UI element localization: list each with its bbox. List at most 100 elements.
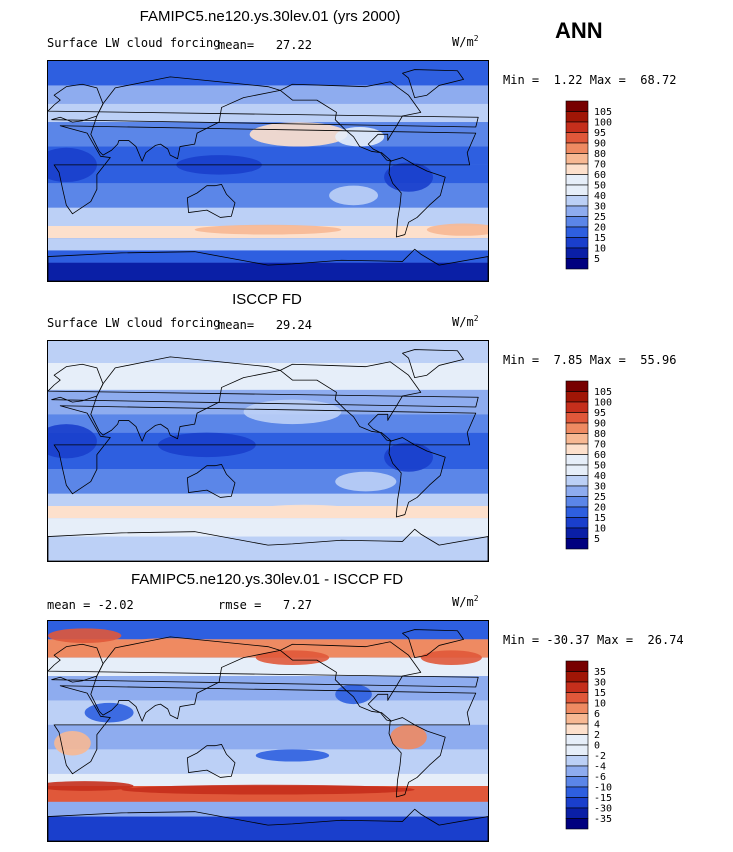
panel1-units: W/m2 (452, 34, 479, 49)
coastline (388, 157, 446, 238)
colorbar-swatch (565, 496, 589, 508)
colorbar-swatch (565, 226, 589, 238)
coastline (48, 528, 488, 561)
colorbar-swatch (565, 797, 589, 809)
lat-band (48, 164, 488, 184)
colorbar-swatch (565, 818, 589, 830)
colorbar-swatch (565, 734, 589, 746)
lat-band (48, 469, 488, 494)
lat-band (48, 414, 488, 433)
colorbar-tick-label: 70 (594, 440, 606, 451)
colorbar-tick-label: 80 (594, 149, 606, 160)
field-feature (335, 127, 385, 147)
field-feature (255, 749, 330, 762)
colorbar-swatch (565, 121, 589, 133)
coastline (53, 685, 477, 775)
panel3-map-canvas (48, 621, 488, 841)
coastline (402, 69, 464, 99)
colorbar-tick-label: -10 (594, 783, 612, 794)
coastline (388, 437, 446, 518)
colorbar-tick-label: 10 (594, 244, 606, 255)
colorbar-swatch (565, 807, 589, 819)
field-feature (48, 424, 97, 459)
coastline (388, 717, 446, 798)
field-feature (384, 442, 433, 472)
panel2-variable: Surface LW cloud forcing (47, 316, 221, 330)
panel2-minmax: Min = 7.85 Max = 55.96 (503, 353, 677, 367)
lat-band (48, 493, 488, 506)
colorbar-swatch (565, 163, 589, 175)
lat-band (48, 773, 488, 786)
lat-band (48, 103, 488, 123)
colorbar-tick-label: 20 (594, 503, 606, 514)
field-feature (329, 185, 378, 206)
panel1-variable: Surface LW cloud forcing (47, 36, 221, 50)
coastline (186, 744, 236, 778)
panel3-mean: mean = -2.02 (47, 598, 134, 612)
colorbar-tick-label: 15 (594, 233, 606, 244)
colorbar-swatch (565, 702, 589, 714)
colorbar-tick-label: 6 (594, 709, 600, 720)
panel3-colorbar: 35 30 15 10 6 4 2 0 -2 -4 -6 -10 -15 -30 -35 (565, 660, 626, 836)
colorbar-tick-label: 80 (594, 429, 606, 440)
colorbar-swatch (565, 464, 589, 476)
colorbar-swatch (565, 111, 589, 123)
colorbar-swatch (565, 380, 589, 392)
lat-band (48, 676, 488, 701)
colorbar-swatch (565, 485, 589, 497)
coastline (279, 81, 422, 162)
colorbar-swatch (565, 174, 589, 186)
coastline (186, 184, 236, 218)
coastline (48, 248, 488, 281)
field-feature (335, 684, 372, 705)
lat-band (48, 518, 488, 537)
coastline (279, 641, 422, 722)
panel3-minmax: Min = -30.37 Max = 26.74 (503, 633, 684, 647)
lat-band (48, 801, 488, 817)
panel3-rmse: rmse = 7.27 (218, 598, 312, 612)
colorbar-swatch (565, 153, 589, 165)
coastline (90, 636, 281, 722)
colorbar-swatch (565, 184, 589, 196)
colorbar-tick-label: -6 (594, 772, 606, 783)
colorbar-tick-label: 0 (594, 741, 600, 752)
colorbar-swatch (565, 216, 589, 228)
colorbar-tick-label: 70 (594, 160, 606, 171)
colorbar-swatch (565, 660, 589, 672)
panel2-mean: mean= 29.24 (218, 318, 312, 332)
coastline (48, 643, 479, 688)
colorbar-tick-label: 50 (594, 461, 606, 472)
colorbar-tick-label: 90 (594, 419, 606, 430)
colorbar-swatch (565, 786, 589, 798)
colorbar-tick-label: 40 (594, 471, 606, 482)
panel3-title: FAMIPC5.ne120.ys.30lev.01 - ISCCP FD (130, 571, 404, 588)
colorbar-swatch (565, 132, 589, 144)
coastline (48, 363, 479, 408)
field-feature (48, 781, 134, 791)
colorbar-tick-label: 95 (594, 408, 606, 419)
colorbar-tick-label: 30 (594, 482, 606, 493)
colorbar-swatch (565, 755, 589, 767)
colorbar-tick-label: 25 (594, 212, 606, 223)
panel1-colorbar: 105 100 95 90 80 70 60 50 40 30 25 20 15 10 5 (565, 100, 626, 276)
coastline (48, 808, 488, 841)
colorbar-tick-label: 40 (594, 191, 606, 202)
colorbar-tick-label: 25 (594, 492, 606, 503)
colorbar-tick-label: 5 (594, 254, 600, 265)
colorbar-swatch (565, 506, 589, 518)
field-feature (54, 731, 91, 756)
lat-band (48, 207, 488, 226)
colorbar-tick-label: 4 (594, 720, 600, 731)
colorbar-swatch (565, 765, 589, 777)
panel2-colorbar: 105 100 95 90 80 70 60 50 40 30 25 20 15 10 5 (565, 380, 626, 556)
field-feature (390, 724, 427, 750)
field-feature (255, 650, 330, 665)
colorbar-swatch (565, 422, 589, 434)
panel3-units: W/m2 (452, 594, 479, 609)
colorbar-swatch (565, 671, 589, 683)
colorbar-swatch (565, 205, 589, 217)
lat-band (48, 816, 488, 841)
lat-band (48, 250, 488, 263)
colorbar-tick-label: 95 (594, 128, 606, 139)
panel3-map (47, 620, 489, 842)
